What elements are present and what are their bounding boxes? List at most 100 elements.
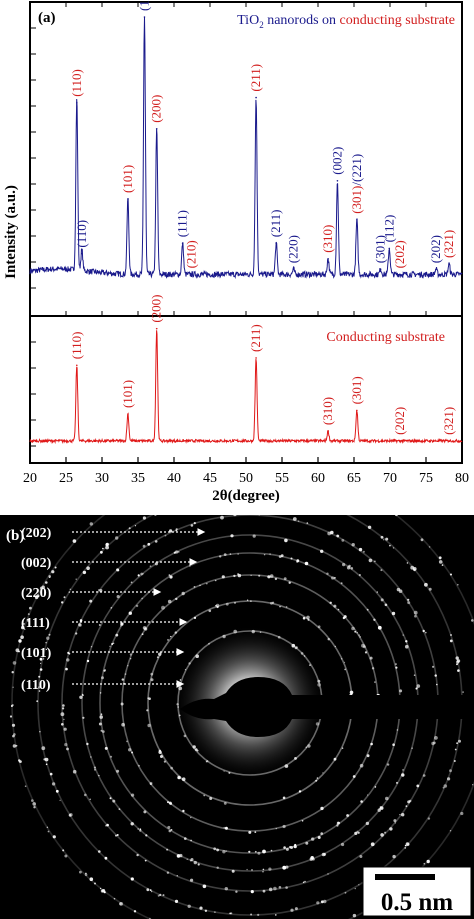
peak-point: [399, 440, 401, 442]
diffraction-spot: [193, 522, 196, 525]
diffraction-spot: [137, 574, 140, 577]
diffraction-spot: [12, 744, 17, 748]
diffraction-spot: [297, 520, 300, 522]
peak-label: (211): [248, 324, 263, 352]
peak-point: [379, 268, 382, 271]
diffraction-spot: [385, 537, 389, 541]
diffraction-spot: [86, 566, 90, 570]
diffraction-spot: [99, 589, 103, 592]
peak-label: (111): [175, 210, 190, 237]
diffraction-spot: [193, 616, 197, 619]
diffraction-spot: [411, 747, 413, 749]
diffraction-spot: [453, 760, 456, 762]
diffraction-spot: [49, 772, 53, 776]
diffraction-spot: [62, 849, 65, 852]
diffraction-spot: [248, 850, 251, 853]
diffraction-spot: [382, 539, 385, 541]
diffraction-spot: [283, 846, 286, 849]
diffraction-spot: [301, 820, 304, 822]
diffraction-spot: [250, 890, 254, 894]
diffraction-spot: [229, 553, 232, 555]
diffraction-spot: [237, 553, 239, 555]
diffraction-spot: [11, 723, 16, 727]
diffraction-spot: [343, 615, 347, 619]
diffraction-spot: [18, 759, 21, 762]
peak-label: (202): [392, 407, 407, 435]
diffraction-spot: [109, 645, 111, 648]
diffraction-spot: [79, 695, 83, 699]
diffraction-spot: [472, 784, 474, 786]
peak-label: (301): [349, 376, 364, 404]
diffraction-spot: [23, 622, 25, 625]
diffraction-spot: [90, 646, 93, 648]
x-tick-label: 25: [59, 471, 73, 486]
diffraction-spot: [410, 565, 415, 570]
diffraction-spot: [404, 847, 407, 849]
diffraction-spot: [302, 881, 305, 883]
diffraction-spot: [224, 826, 228, 830]
peak-label: (202): [428, 235, 443, 263]
diffraction-spot: [343, 661, 346, 663]
diffraction-spot: [154, 515, 157, 516]
diffraction-spot: [315, 779, 318, 782]
diffraction-spot: [9, 715, 13, 718]
diffraction-spot: [401, 813, 405, 817]
diffraction-spot: [68, 652, 71, 655]
diffraction-spot: [285, 865, 289, 869]
x-tick-label: 75: [419, 471, 433, 486]
peak-point: [399, 273, 401, 276]
diffraction-spot: [334, 645, 337, 648]
diffraction-spot: [216, 848, 220, 852]
peak-point: [127, 198, 129, 200]
peak-point: [275, 242, 278, 244]
diffraction-spot: [120, 625, 122, 627]
diffraction-spot: [119, 902, 122, 906]
diffraction-spot: [169, 575, 173, 579]
diffraction-spot: [360, 800, 363, 803]
diffraction-spot: [141, 597, 143, 600]
scale-bar: 0.5 nm: [362, 866, 472, 917]
diffraction-spot: [29, 606, 32, 610]
diffraction-spot: [72, 539, 77, 543]
diffraction-spot: [38, 675, 41, 678]
diffraction-spot: [174, 631, 177, 634]
diffraction-spot: [102, 547, 104, 550]
series-1-legend-part-4: conducting substrate: [340, 13, 455, 28]
diffraction-spot: [216, 866, 219, 869]
peak-label: (211): [248, 64, 263, 92]
diffraction-spot: [420, 538, 424, 542]
peak-label: (110): [74, 220, 89, 248]
diffraction-spot: [364, 651, 368, 654]
x-tick-label: 70: [383, 471, 397, 486]
diffraction-spot: [422, 629, 425, 633]
diffraction-spot: [121, 678, 125, 681]
diffraction-spot: [358, 634, 360, 636]
diffraction-spot: [75, 632, 78, 635]
diffraction-spot: [18, 639, 22, 643]
diffraction-spot: [406, 843, 410, 846]
diffraction-spot: [51, 570, 55, 574]
diffraction-spot: [127, 665, 129, 667]
diffraction-spot: [199, 906, 203, 910]
diffraction-spot: [246, 599, 249, 601]
diffraction-spot: [458, 739, 461, 743]
diffraction-spot: [450, 634, 452, 636]
diffraction-spot: [181, 591, 185, 596]
diffraction-spot: [380, 569, 383, 572]
diffraction-spot: [373, 618, 376, 621]
diffraction-spot: [285, 886, 288, 889]
diffraction-spot: [197, 863, 200, 866]
diffraction-spot: [89, 522, 94, 526]
peak-label: (321): [441, 230, 456, 258]
diffraction-spot: [149, 889, 152, 891]
diffraction-spot: [333, 604, 337, 608]
diffraction-spot: [320, 806, 324, 811]
ring-label: (220): [21, 586, 52, 601]
peak-point: [76, 102, 78, 104]
diffraction-spot: [45, 581, 48, 584]
diffraction-spot: [39, 731, 41, 733]
diffraction-spot: [250, 913, 253, 916]
diffraction-spot: [427, 817, 431, 820]
diffraction-spot: [150, 678, 154, 682]
diffraction-spot: [61, 601, 64, 604]
